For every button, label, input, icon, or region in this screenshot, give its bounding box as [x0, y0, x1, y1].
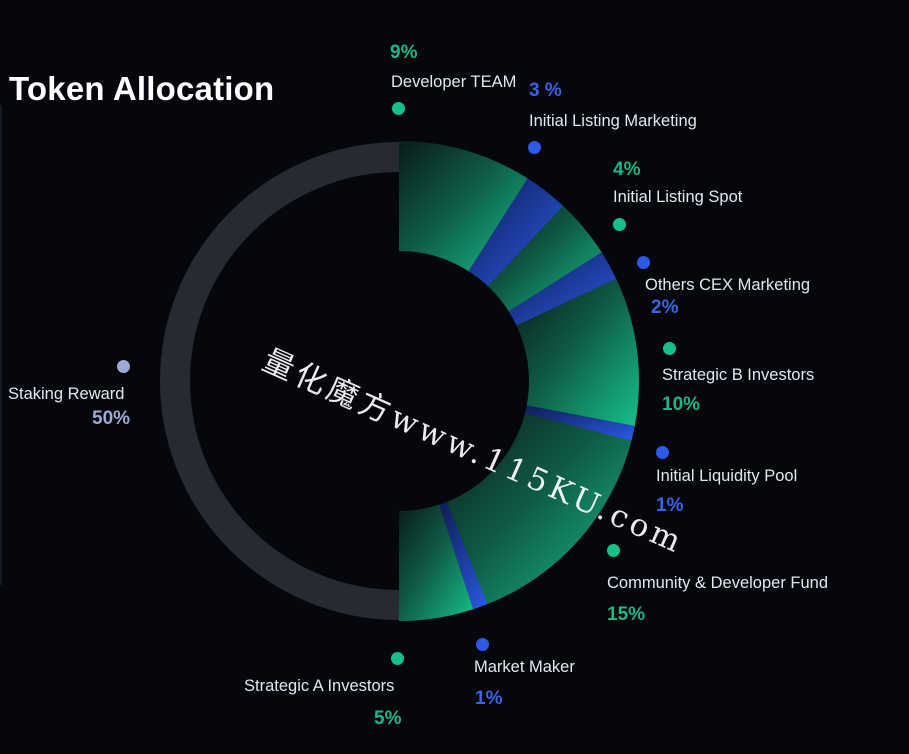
- percent-strategic-b-investors: 10%: [662, 394, 701, 415]
- slice-initial-liquidity-pool: [524, 405, 635, 441]
- chart-title: Token Allocation: [9, 70, 275, 107]
- percent-market-maker: 1%: [475, 688, 503, 709]
- percent-wrap-initial-listing-marketing: 3 %: [529, 80, 562, 102]
- slice-initial-listing-marketing: [468, 178, 564, 287]
- left-edge-divider: [0, 105, 2, 585]
- label-initial-listing-marketing: Initial Listing Marketing: [529, 112, 697, 130]
- slice-strategic-a-investors: [399, 504, 474, 621]
- legend-dot-initial-listing-marketing: [528, 141, 541, 154]
- slice-others-cex-marketing: [508, 252, 617, 326]
- legend-dot-initial-listing-spot: [613, 218, 626, 231]
- legend-dot-community-developer-fund: [607, 544, 620, 557]
- slice-community-developer-fund: [446, 413, 632, 605]
- slice-strategic-b-investors: [516, 278, 640, 426]
- percent-wrap-others-cex-marketing: 2%: [651, 297, 678, 319]
- label-wrap-developer-team: Developer TEAM: [391, 73, 516, 92]
- label-wrap-community-developer-fund: Community & Developer Fund: [607, 574, 828, 593]
- percent-strategic-a-investors: 5%: [374, 708, 402, 729]
- label-strategic-a-investors: Strategic A Investors: [244, 677, 395, 695]
- label-others-cex-marketing: Others CEX Marketing: [645, 276, 811, 294]
- label-wrap-initial-listing-spot: Initial Listing Spot: [613, 188, 742, 207]
- percent-developer-team: 9%: [390, 42, 418, 63]
- label-staking-reward: Staking Reward: [8, 385, 125, 403]
- label-developer-team: Developer TEAM: [391, 73, 517, 91]
- legend-dot-developer-team: [392, 102, 405, 115]
- label-wrap-initial-listing-marketing: Initial Listing Marketing: [529, 112, 697, 131]
- legend-dot-staking-reward: [117, 360, 130, 373]
- label-initial-liquidity-pool: Initial Liquidity Pool: [656, 467, 798, 485]
- label-market-maker: Market Maker: [474, 658, 575, 676]
- slice-developer-team: [399, 141, 528, 272]
- label-strategic-b-investors: Strategic B Investors: [662, 366, 815, 384]
- percent-wrap-initial-liquidity-pool: 1%: [656, 495, 683, 517]
- label-wrap-strategic-b-investors: Strategic B Investors: [662, 366, 814, 385]
- slice-initial-listing-spot: [487, 206, 602, 312]
- percent-initial-listing-marketing: 3 %: [529, 80, 562, 101]
- label-wrap-others-cex-marketing: Others CEX Marketing: [645, 276, 810, 295]
- label-wrap-staking-reward: Staking Reward: [8, 385, 124, 404]
- legend-dot-strategic-b-investors: [663, 342, 676, 355]
- percent-wrap-staking-reward: 50%: [92, 408, 130, 430]
- slice-market-maker: [439, 501, 488, 610]
- percent-initial-listing-spot: 4%: [613, 159, 641, 180]
- percent-wrap-market-maker: 1%: [475, 688, 502, 710]
- label-community-developer-fund: Community & Developer Fund: [607, 574, 829, 592]
- percent-wrap-strategic-a-investors: 5%: [374, 708, 401, 730]
- label-initial-listing-spot: Initial Listing Spot: [613, 188, 743, 206]
- legend-dot-initial-liquidity-pool: [656, 446, 669, 459]
- percent-wrap-strategic-b-investors: 10%: [662, 394, 700, 416]
- percent-wrap-initial-listing-spot: 4%: [613, 159, 640, 181]
- percent-wrap-community-developer-fund: 15%: [607, 604, 645, 626]
- label-wrap-market-maker: Market Maker: [474, 658, 575, 677]
- percent-wrap-developer-team: 9%: [390, 42, 417, 64]
- percent-others-cex-marketing: 2%: [651, 297, 679, 318]
- legend-dot-market-maker: [476, 638, 489, 651]
- legend-dot-strategic-a-investors: [391, 652, 404, 665]
- percent-community-developer-fund: 15%: [607, 604, 646, 625]
- percent-initial-liquidity-pool: 1%: [656, 495, 684, 516]
- percent-staking-reward: 50%: [92, 408, 131, 429]
- label-wrap-strategic-a-investors: Strategic A Investors: [244, 677, 394, 696]
- label-wrap-initial-liquidity-pool: Initial Liquidity Pool: [656, 467, 797, 486]
- legend-dot-others-cex-marketing: [637, 256, 650, 269]
